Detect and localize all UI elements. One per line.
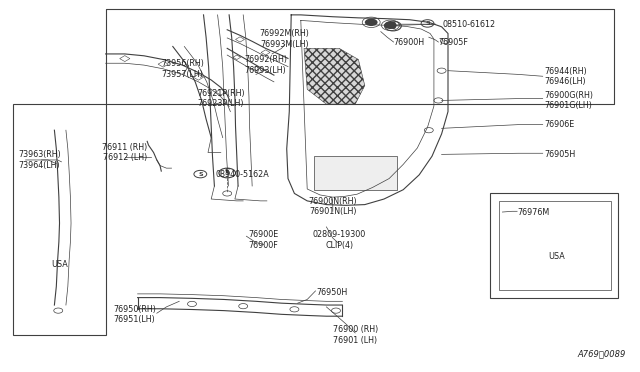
- Text: A7690089: A7690089: [577, 349, 626, 358]
- Text: 76900G(RH)
76901G(LH): 76900G(RH) 76901G(LH): [544, 91, 593, 110]
- Text: 08540-5162A: 08540-5162A: [216, 170, 269, 179]
- Text: 76900E
76900F: 76900E 76900F: [248, 230, 279, 250]
- Bar: [314, 156, 397, 190]
- Text: 73956(RH)
73957(LH): 73956(RH) 73957(LH): [161, 59, 204, 78]
- Text: 76950(RH)
76951(LH): 76950(RH) 76951(LH): [113, 305, 156, 324]
- Text: S: S: [390, 22, 396, 31]
- Text: S: S: [425, 21, 430, 26]
- Text: 76944(RH)
76946(LH): 76944(RH) 76946(LH): [544, 67, 587, 86]
- Text: 08510-61612: 08510-61612: [443, 20, 496, 29]
- Text: S: S: [225, 169, 230, 177]
- Circle shape: [384, 22, 397, 29]
- Text: 02809-19300
CLIP(4): 02809-19300 CLIP(4): [312, 230, 366, 250]
- Bar: [490, 193, 618, 298]
- Text: S: S: [198, 171, 203, 177]
- Text: 76976M: 76976M: [517, 208, 549, 217]
- Text: 76900H: 76900H: [394, 38, 425, 47]
- Polygon shape: [304, 48, 365, 104]
- Text: 73963(RH)
73964(LH): 73963(RH) 73964(LH): [18, 150, 61, 170]
- Text: USA: USA: [548, 252, 565, 261]
- Text: 76950H: 76950H: [317, 288, 348, 296]
- Bar: [13, 104, 106, 335]
- Text: 76900N(RH)
76901N(LH): 76900N(RH) 76901N(LH): [308, 197, 357, 216]
- Text: 76992M(RH)
76993M(LH): 76992M(RH) 76993M(LH): [260, 29, 310, 49]
- Bar: [499, 201, 611, 290]
- Circle shape: [365, 19, 378, 26]
- Text: 76911 (RH)
76912 (LH): 76911 (RH) 76912 (LH): [102, 143, 147, 162]
- Text: 76905H: 76905H: [544, 150, 575, 159]
- Text: 76921P(RH)
76923P(LH): 76921P(RH) 76923P(LH): [197, 89, 244, 108]
- Text: 76900 (RH)
76901 (LH): 76900 (RH) 76901 (LH): [333, 325, 378, 344]
- Text: 76905F: 76905F: [438, 38, 468, 47]
- Text: 76906E: 76906E: [544, 120, 574, 129]
- Text: 76992(RH)
76993(LH): 76992(RH) 76993(LH): [244, 55, 287, 75]
- Text: USA: USA: [51, 260, 68, 269]
